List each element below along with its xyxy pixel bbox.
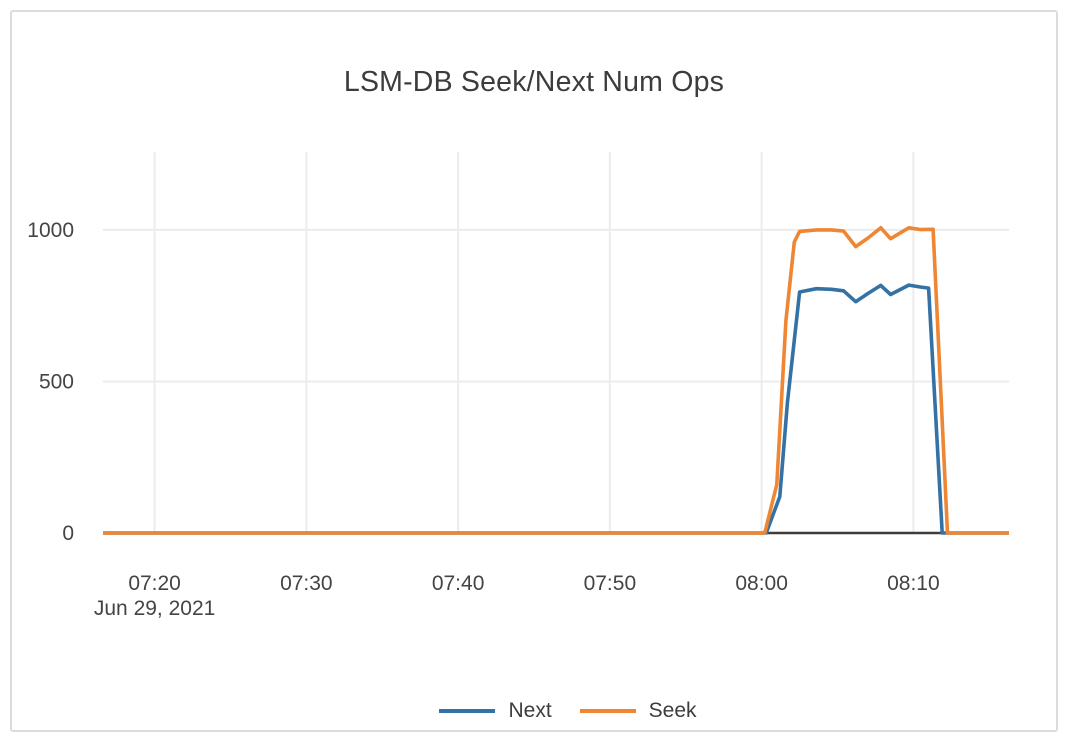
x-tick-label: 08:10 bbox=[887, 572, 940, 595]
x-tick-label: 07:40 bbox=[432, 572, 485, 595]
legend-label-seek: Seek bbox=[648, 699, 697, 722]
x-axis-date-label: Jun 29, 2021 bbox=[94, 597, 215, 620]
legend-item-seek[interactable]: Seek bbox=[579, 699, 697, 723]
seek-series-line-icon bbox=[579, 708, 636, 714]
legend-item-next[interactable]: Next bbox=[439, 699, 552, 723]
y-tick-label: 0 bbox=[62, 522, 74, 545]
series-line-seek bbox=[103, 226, 1009, 535]
x-tick-label: 07:20 bbox=[128, 572, 181, 595]
next-series-line-icon bbox=[439, 708, 496, 714]
chart-legend: Next Seek bbox=[115, 699, 1021, 723]
y-tick-label: 500 bbox=[39, 370, 74, 393]
legend-label-next: Next bbox=[508, 699, 552, 722]
x-tick-label: 08:00 bbox=[735, 572, 788, 595]
x-tick-label: 07:50 bbox=[584, 572, 637, 595]
y-tick-label: 1000 bbox=[27, 219, 74, 242]
chart-title: LSM-DB Seek/Next Num Ops bbox=[343, 66, 725, 98]
x-tick-label: 07:30 bbox=[280, 572, 333, 595]
series-line-next bbox=[103, 283, 1009, 535]
chart-card: LSM-DB Seek/Next Num Ops Next Seek bbox=[10, 10, 1058, 732]
